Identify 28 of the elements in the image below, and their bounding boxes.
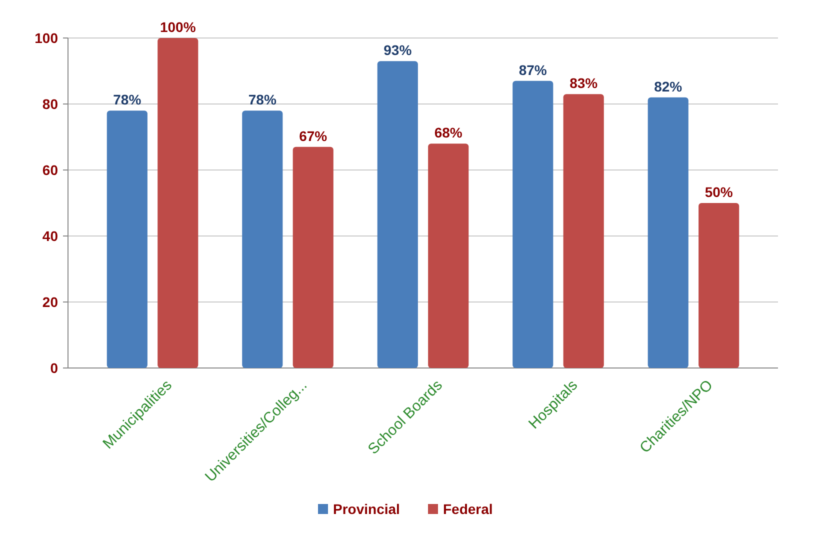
bar <box>428 144 469 368</box>
data-label: 78% <box>113 92 142 108</box>
y-tick-label: 20 <box>42 294 58 310</box>
y-tick-label: 100 <box>34 30 58 46</box>
bar <box>648 97 688 368</box>
data-label: 82% <box>654 78 683 94</box>
bar <box>512 80 554 368</box>
data-label: 100% <box>160 19 196 35</box>
bar <box>698 203 740 368</box>
y-tick-label: 0 <box>50 360 58 376</box>
legend-label: Provincial <box>333 501 400 517</box>
legend-label: Federal <box>443 501 493 517</box>
bar <box>292 146 334 368</box>
data-label: 67% <box>299 128 328 144</box>
y-tick-label: 80 <box>42 96 58 112</box>
y-tick-label: 40 <box>42 228 58 244</box>
y-tick-label: 60 <box>42 162 58 178</box>
bar <box>158 38 198 368</box>
data-label: 50% <box>704 184 734 200</box>
data-label: 78% <box>248 92 277 108</box>
data-label: 87% <box>518 62 548 78</box>
bar <box>106 110 148 368</box>
data-label: 68% <box>434 124 463 141</box>
data-label: 93% <box>384 42 412 58</box>
bar <box>242 110 283 368</box>
bar <box>563 94 604 368</box>
bar <box>377 61 418 368</box>
data-label: 83% <box>570 75 598 92</box>
